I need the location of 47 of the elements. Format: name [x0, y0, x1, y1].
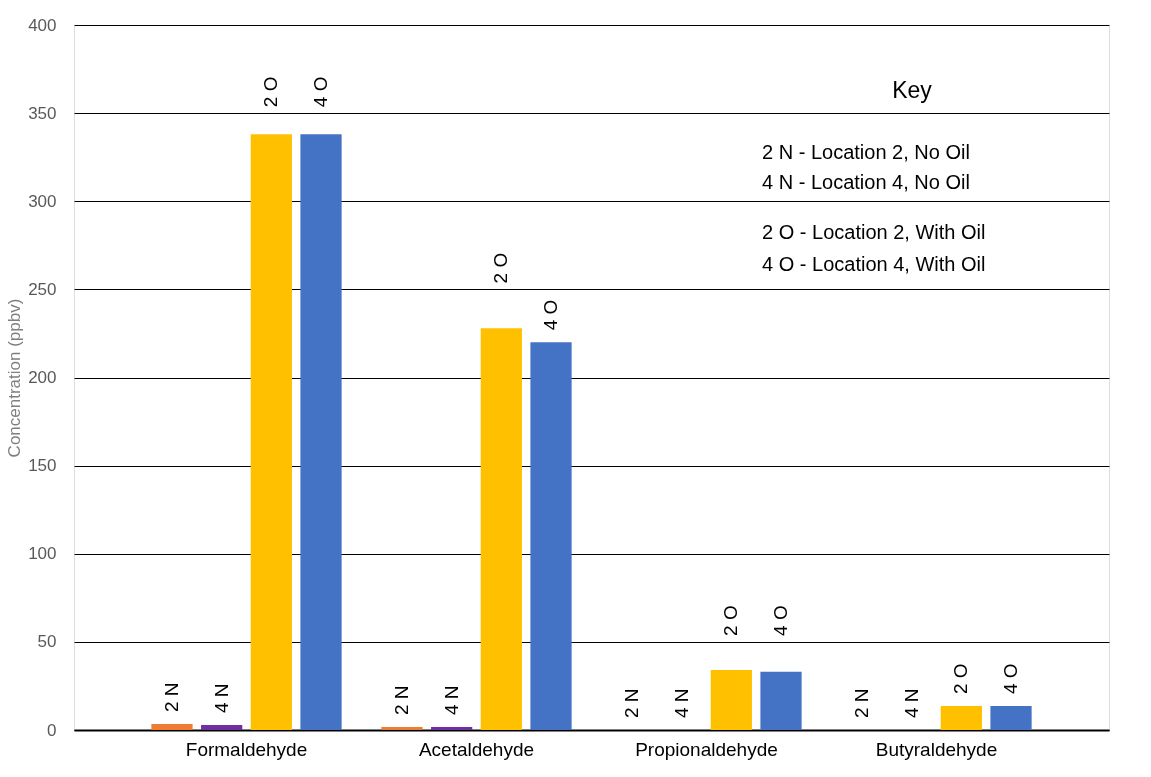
y-tick-label: 0	[47, 720, 57, 740]
text: 2 O	[260, 76, 282, 108]
text: 4 O	[310, 76, 332, 108]
y-tick-label: 100	[28, 544, 57, 564]
x-tick-label: Propionaldehyde	[635, 738, 778, 760]
text: 4 N	[670, 688, 692, 718]
y-tick-label: 400	[28, 15, 57, 35]
annotation: 2 O - Location 2, With Oil	[762, 221, 986, 243]
y-tick-label: 150	[28, 456, 57, 476]
bar	[300, 134, 342, 730]
y-axis-title: Concentration (ppbv)	[5, 298, 25, 458]
text: 4 N	[210, 683, 232, 714]
text: 2 N	[850, 688, 872, 718]
y-tick-label: 300	[28, 191, 57, 211]
text: 4 O	[540, 299, 562, 331]
bar	[381, 727, 423, 730]
bar	[710, 670, 752, 730]
bar	[431, 727, 473, 730]
x-tick-label: Acetaldehyde	[418, 738, 535, 760]
annotation: 4 O - Location 4, With Oil	[762, 253, 986, 275]
bar	[990, 706, 1032, 730]
bar	[940, 706, 982, 730]
y-tick-label: 250	[28, 279, 57, 299]
bar	[760, 671, 802, 730]
bar	[201, 725, 243, 730]
x-tick-label: Butyraldehyde	[875, 738, 998, 760]
annotation: 2 N - Location 2, No Oil	[762, 141, 970, 163]
y-tick-label: 200	[28, 368, 57, 387]
annotation: Key	[892, 77, 933, 103]
text: 2 O	[950, 663, 972, 695]
bar	[250, 134, 292, 730]
text: 2 O	[490, 252, 512, 284]
bar	[480, 328, 522, 730]
annotation: 4 N - Location 4, No Oil	[762, 171, 970, 193]
text: 4 O	[770, 605, 792, 636]
x-tick-label: Formaldehyde	[185, 738, 308, 760]
text: 4 N	[440, 685, 462, 715]
text: 4 O	[1000, 663, 1022, 695]
bar	[151, 724, 193, 730]
y-tick-label: 350	[28, 103, 57, 123]
y-tick-label: 50	[37, 632, 57, 652]
bar	[530, 342, 572, 730]
text: 2 N	[620, 688, 642, 718]
text: 2 O	[720, 605, 742, 636]
text: 2 N	[160, 682, 182, 713]
text: 4 N	[900, 688, 922, 718]
text: 2 N	[390, 685, 412, 715]
